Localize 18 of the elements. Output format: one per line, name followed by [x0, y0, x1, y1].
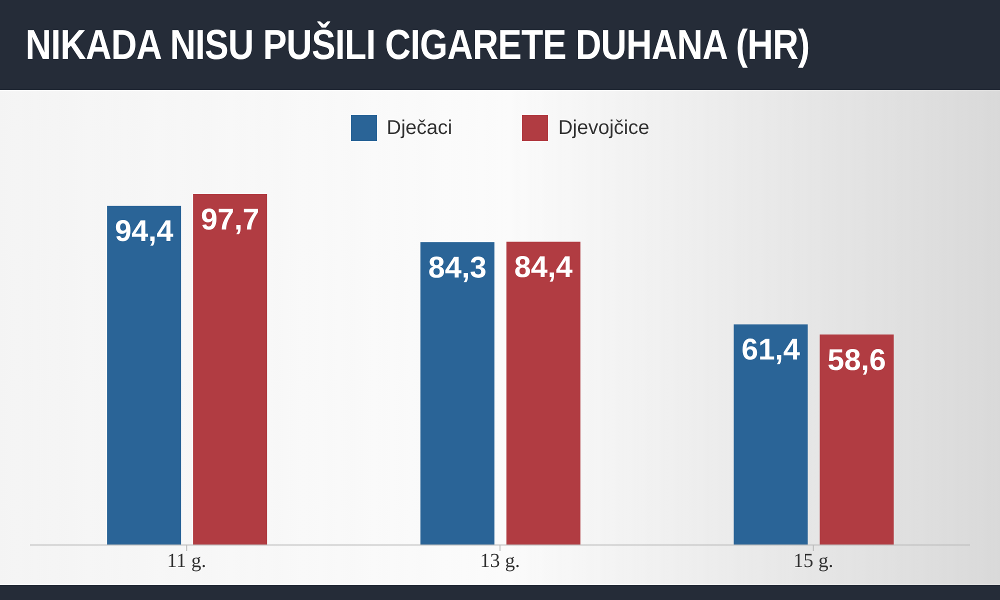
bar	[506, 242, 580, 545]
data-label: 94,4	[114, 215, 174, 248]
bar	[734, 324, 808, 545]
bar	[420, 242, 494, 545]
bar	[107, 206, 182, 545]
chart-title: NIKADA NISU PUŠILI CIGARETE DUHANA (HR)	[24, 20, 811, 70]
x-tick-label: 11 g.	[167, 550, 206, 572]
bar	[193, 194, 268, 545]
x-tick-label: 13 g.	[480, 550, 520, 572]
legend-label: Djevojčice	[558, 116, 650, 140]
data-label: 58,6	[828, 344, 886, 377]
data-label: 84,4	[514, 251, 573, 284]
x-tick-label: 15 g.	[793, 550, 834, 572]
bar	[820, 334, 894, 545]
data-label: 84,3	[428, 251, 487, 284]
legend-label: Dječaci	[386, 116, 452, 140]
data-label: 61,4	[742, 334, 800, 367]
data-label: 97,7	[200, 203, 260, 236]
